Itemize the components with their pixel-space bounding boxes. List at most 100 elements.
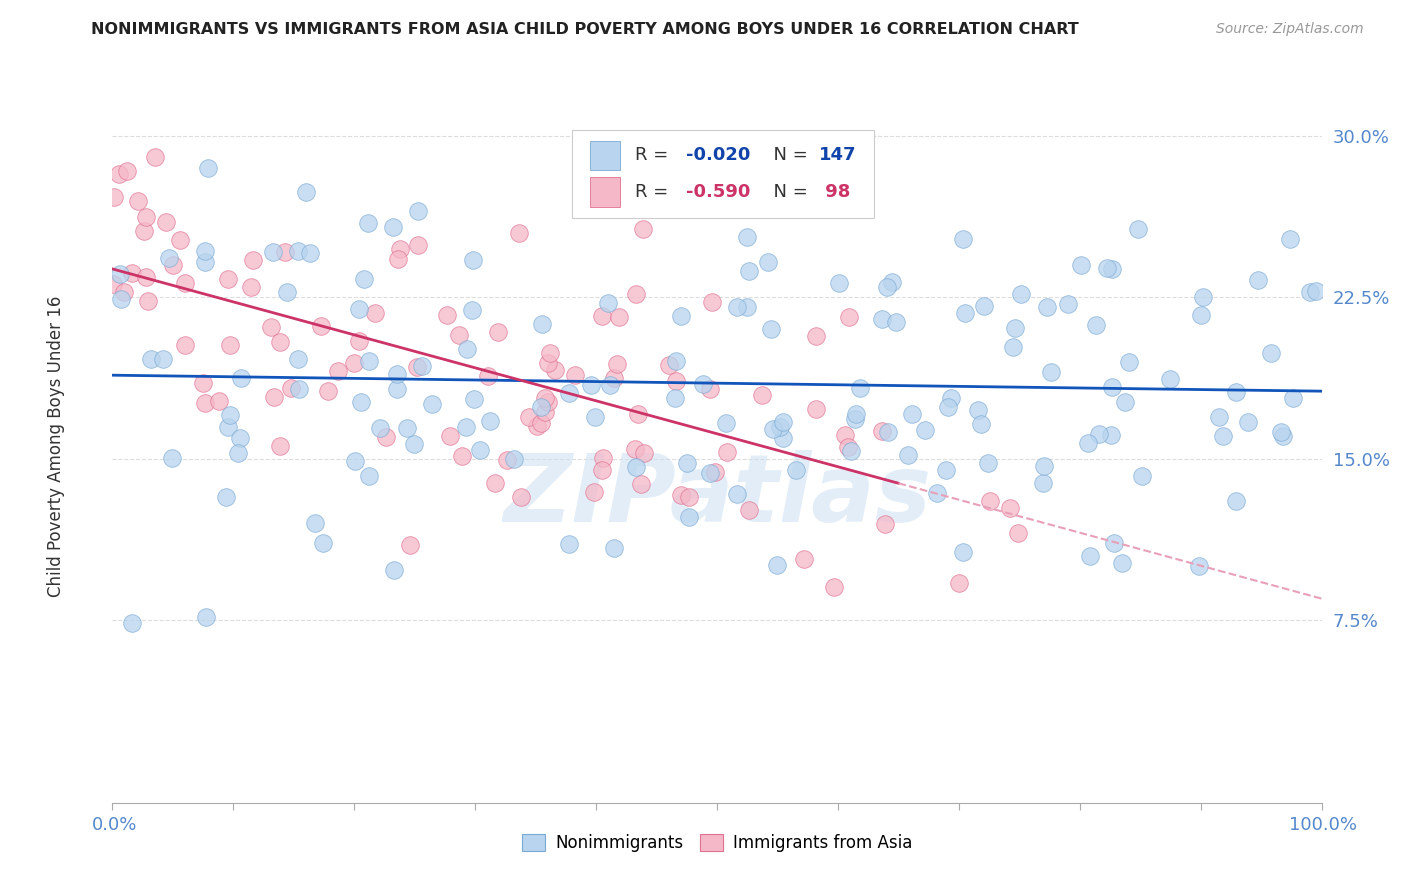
Point xyxy=(538,346,561,360)
Point xyxy=(914,423,936,437)
Point xyxy=(665,374,688,388)
Point xyxy=(152,351,174,366)
Point xyxy=(585,410,607,425)
Point xyxy=(1305,284,1327,298)
Point xyxy=(955,306,977,320)
Point xyxy=(439,429,461,443)
Point xyxy=(738,264,761,278)
Point xyxy=(735,230,758,244)
Point xyxy=(785,463,807,477)
Point xyxy=(486,325,509,339)
Point xyxy=(558,386,581,401)
Point xyxy=(599,378,621,392)
Point xyxy=(1101,262,1123,277)
Point xyxy=(877,425,900,440)
Point xyxy=(157,251,180,265)
Point xyxy=(295,186,318,200)
Text: R =: R = xyxy=(636,146,673,164)
Point xyxy=(603,541,626,556)
Point xyxy=(454,420,477,434)
Point xyxy=(598,295,620,310)
Point xyxy=(579,377,602,392)
Point xyxy=(543,363,565,377)
Point xyxy=(260,320,283,334)
Point xyxy=(624,460,647,475)
Point xyxy=(1270,425,1292,440)
Text: N =: N = xyxy=(762,146,813,164)
Point xyxy=(756,254,779,268)
Point xyxy=(508,226,530,240)
Point xyxy=(716,444,738,458)
Point xyxy=(828,277,851,291)
Point xyxy=(173,337,195,351)
Point xyxy=(195,610,218,624)
Point xyxy=(678,491,700,505)
Point xyxy=(526,419,548,434)
Point xyxy=(353,272,375,286)
Point xyxy=(603,370,626,384)
Point xyxy=(121,266,143,280)
Point xyxy=(977,456,1000,470)
Point xyxy=(537,395,560,409)
Point xyxy=(1279,232,1302,246)
Point xyxy=(101,277,124,292)
Point xyxy=(834,428,856,442)
Point xyxy=(304,516,326,530)
Text: NONIMMIGRANTS VS IMMIGRANTS FROM ASIA CHILD POVERTY AMONG BOYS UNDER 16 CORRELAT: NONIMMIGRANTS VS IMMIGRANTS FROM ASIA CH… xyxy=(91,22,1080,37)
Point xyxy=(217,271,239,285)
Point xyxy=(136,294,159,309)
Point xyxy=(925,486,948,500)
Point xyxy=(530,400,553,414)
Point xyxy=(280,381,302,395)
Point xyxy=(387,252,409,266)
Point xyxy=(537,356,560,370)
Point xyxy=(699,466,721,480)
Point xyxy=(669,309,692,323)
Point xyxy=(288,382,311,396)
Point xyxy=(678,509,700,524)
Text: R =: R = xyxy=(636,183,673,201)
Point xyxy=(936,400,959,414)
Point xyxy=(844,412,866,426)
Point xyxy=(714,416,737,430)
Text: -0.590: -0.590 xyxy=(686,183,749,201)
Point xyxy=(155,215,177,229)
Point xyxy=(517,409,540,424)
Point xyxy=(1225,385,1247,400)
Point xyxy=(935,463,957,477)
Point xyxy=(477,368,499,383)
Point xyxy=(665,354,688,368)
Point xyxy=(1225,494,1247,508)
Point xyxy=(1272,428,1295,442)
Point xyxy=(350,394,373,409)
Point xyxy=(901,407,924,421)
Point xyxy=(127,194,149,208)
Point xyxy=(406,360,429,375)
Point xyxy=(357,354,380,368)
Point xyxy=(897,448,920,462)
Point xyxy=(468,443,491,458)
Point xyxy=(592,450,614,465)
Point xyxy=(1159,372,1181,386)
Point xyxy=(357,469,380,483)
Point xyxy=(1007,526,1029,541)
Point xyxy=(1001,340,1024,354)
Point xyxy=(704,465,727,479)
Point xyxy=(197,161,219,175)
Legend: Nonimmigrants, Immigrants from Asia: Nonimmigrants, Immigrants from Asia xyxy=(513,825,921,860)
Point xyxy=(1084,318,1107,332)
Point xyxy=(1118,355,1140,369)
Point xyxy=(848,381,870,395)
Text: ZIPatlas: ZIPatlas xyxy=(503,450,931,541)
Point xyxy=(174,277,197,291)
Point xyxy=(169,233,191,247)
Point xyxy=(309,318,332,333)
Point xyxy=(882,276,904,290)
Point xyxy=(664,391,686,405)
Point xyxy=(876,280,898,294)
Point xyxy=(406,204,429,219)
Point xyxy=(406,238,429,252)
Point xyxy=(671,488,693,502)
Point xyxy=(607,310,630,324)
Point xyxy=(420,397,443,411)
